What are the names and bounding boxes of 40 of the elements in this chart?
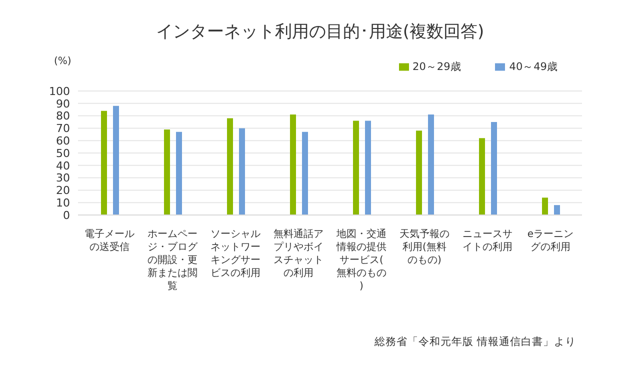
y-tick-label: 100 <box>49 84 70 98</box>
legend-label: 40～49歳 <box>509 61 558 73</box>
bar <box>428 114 434 215</box>
y-axis-title: (%) <box>54 56 72 67</box>
y-tick-label: 40 <box>56 159 70 172</box>
y-tick-label: 20 <box>56 184 70 198</box>
chart-title: インターネット利用の目的･用途(複数回答) <box>154 21 486 43</box>
bar <box>290 114 296 215</box>
bar <box>353 120 359 215</box>
y-tick-label: 0 <box>63 208 70 222</box>
x-tick-label: ソーシャルネットワーキングサービスの利用 <box>210 229 260 279</box>
x-tick-label: 地図・交通情報の提供サービス(無料のもの) <box>336 228 386 292</box>
y-tick-label: 60 <box>56 134 70 148</box>
bar <box>479 138 485 215</box>
bar <box>416 130 422 215</box>
bar <box>176 132 182 215</box>
x-tick-label: 電子メールの送受信 <box>84 229 134 253</box>
bar <box>239 128 245 215</box>
bar <box>554 205 560 215</box>
text: 総務省「令和元年版 情報通信白書」より <box>374 335 576 349</box>
bar <box>365 120 371 215</box>
y-tick-label: 90 <box>56 97 70 110</box>
bar <box>491 122 497 215</box>
bar <box>227 118 233 215</box>
x-tick-label: ホームページ・ブログの開設・更新または閲覧 <box>148 229 198 292</box>
legend-label: 20～29歳 <box>412 61 462 73</box>
x-tick-label: 天気予報の利用(無料のもの) <box>400 228 450 266</box>
x-tick-label: 無料通話アプリやボイスチャットの利用 <box>274 228 324 279</box>
x-tick-label: eラーニングの利用 <box>527 229 574 253</box>
bar <box>101 110 107 215</box>
bar <box>113 106 119 215</box>
y-tick-label: 30 <box>56 172 70 185</box>
x-tick-label: ニュースサイトの利用 <box>462 229 512 253</box>
y-tick-label: 80 <box>56 110 70 123</box>
bar <box>302 132 308 215</box>
bar <box>164 129 170 215</box>
y-tick-label: 50 <box>56 146 70 160</box>
y-tick-label: 10 <box>56 196 70 210</box>
bar <box>542 198 548 215</box>
y-tick-label: 70 <box>56 122 70 136</box>
